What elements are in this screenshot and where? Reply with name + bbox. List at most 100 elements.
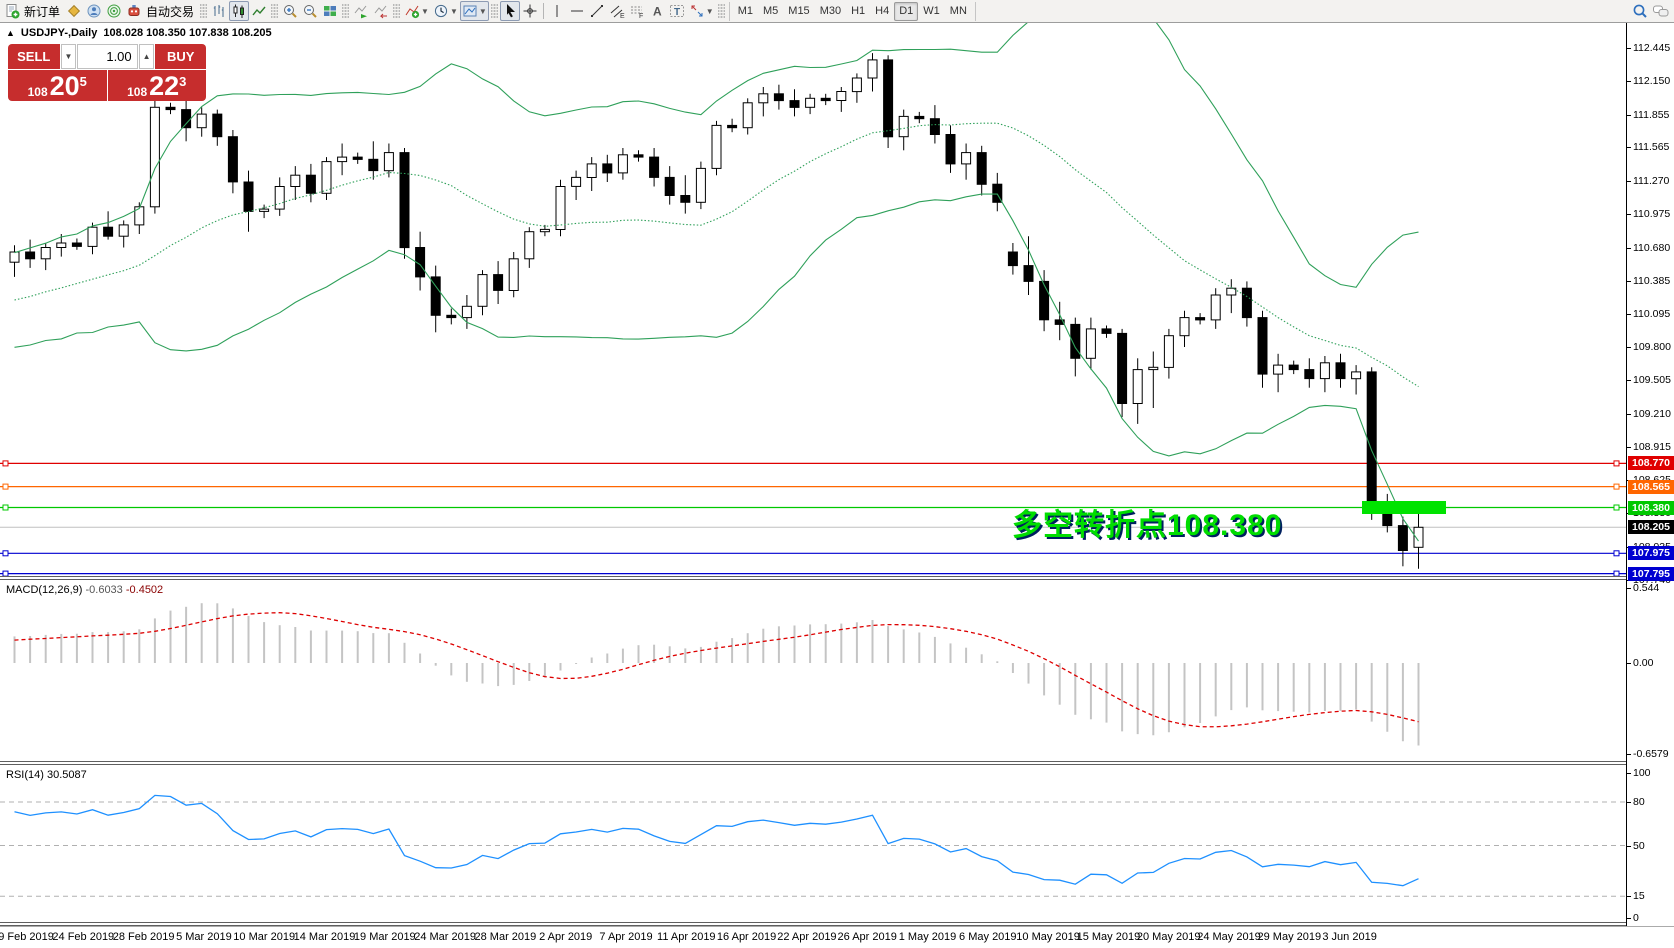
tf-button-M30[interactable]: M30 xyxy=(819,5,842,17)
candle-body xyxy=(1085,328,1096,359)
turning-point-annotation[interactable]: 多空转折点108.380 xyxy=(1012,509,1283,542)
line-handle[interactable] xyxy=(2,504,9,511)
collapse-chart-arrow-icon[interactable]: ▲ xyxy=(6,28,15,38)
auto-scroll-button[interactable] xyxy=(351,1,371,21)
candle-body xyxy=(664,176,675,196)
trendline-tool-button[interactable] xyxy=(587,1,607,21)
pane-separator[interactable] xyxy=(0,922,1674,926)
cursor-tool-button[interactable] xyxy=(499,1,520,21)
zoom-in-button[interactable] xyxy=(280,1,300,21)
tf-button-W1[interactable]: W1 xyxy=(923,5,940,17)
macd-indicator-pane[interactable] xyxy=(0,580,1626,765)
auto-trading-label[interactable]: 自动交易 xyxy=(146,4,195,19)
volume-decrease-button[interactable]: ▼ xyxy=(60,44,77,69)
candle-body xyxy=(1132,369,1143,405)
axis-tick-mark xyxy=(1627,313,1631,315)
axis-tick-mark xyxy=(1627,147,1631,149)
fibonacci-tool-button[interactable]: F xyxy=(627,1,647,21)
tf-button-M1[interactable]: M1 xyxy=(737,5,753,17)
price-tick-label: 80 xyxy=(1633,796,1645,808)
terminal-button[interactable] xyxy=(84,1,104,21)
svg-text:A: A xyxy=(653,5,662,19)
date-label: 19 Mar 2019 xyxy=(353,931,416,943)
text-tool-button[interactable]: A xyxy=(647,1,667,21)
buy-price-display[interactable]: 108 22 3 xyxy=(107,70,206,101)
periods-button[interactable]: ▼ xyxy=(431,1,460,21)
chart-shift-button[interactable] xyxy=(371,1,391,21)
candlestick-mode-button[interactable] xyxy=(229,1,250,21)
bollinger-middle-band xyxy=(14,122,1419,388)
search-icon xyxy=(1633,4,1647,18)
tf-button-D1[interactable]: D1 xyxy=(894,1,919,21)
candle-body xyxy=(1273,364,1284,375)
new-order-button[interactable] xyxy=(2,1,22,21)
equidistant-channel-tool-button[interactable]: E xyxy=(607,1,627,21)
turning-point-highlight-box[interactable] xyxy=(1362,501,1446,514)
line-handle[interactable] xyxy=(1613,504,1620,511)
candle-body xyxy=(1210,294,1221,321)
candle-body xyxy=(56,242,67,248)
volume-input[interactable]: 1.00 xyxy=(77,44,138,69)
arrows-tool-button[interactable]: ▼ xyxy=(687,1,716,21)
line-chart-mode-button[interactable] xyxy=(249,1,269,21)
price-tick-label: 108.915 xyxy=(1633,441,1671,454)
horizontal-line-tool-button[interactable] xyxy=(567,1,587,21)
line-handle[interactable] xyxy=(2,460,9,467)
line-handle[interactable] xyxy=(1613,483,1620,490)
candle-body xyxy=(742,102,753,129)
candlestick-chart-icon xyxy=(233,4,245,18)
candle-body xyxy=(524,231,535,260)
zoom-out-button[interactable] xyxy=(300,1,320,21)
tf-button-M15[interactable]: M15 xyxy=(788,5,810,17)
pane-separator[interactable] xyxy=(0,761,1674,765)
line-handle[interactable] xyxy=(1613,460,1620,467)
vertical-line-tool-button[interactable] xyxy=(547,1,567,21)
rsi-indicator-pane[interactable] xyxy=(0,765,1626,926)
strategy-tester-button[interactable] xyxy=(104,1,124,21)
candle-body xyxy=(1054,319,1065,325)
candle-body xyxy=(586,163,597,178)
tf-button-MN[interactable]: MN xyxy=(949,5,967,17)
tf-button-H4[interactable]: H4 xyxy=(875,5,890,17)
macd-name: MACD(12,26,9) xyxy=(6,584,83,596)
price-tick-label: 110.385 xyxy=(1633,274,1671,287)
vertical-line-icon xyxy=(556,5,558,17)
candle-body xyxy=(1288,364,1299,371)
date-label: 11 Apr 2019 xyxy=(657,931,716,943)
tf-button-M5[interactable]: M5 xyxy=(763,5,779,17)
candle-body xyxy=(929,118,940,135)
metaeditor-button[interactable] xyxy=(64,1,84,21)
candle-body xyxy=(961,152,972,165)
date-label: 28 Mar 2019 xyxy=(474,931,537,943)
buy-button[interactable]: BUY xyxy=(155,44,206,69)
sell-price-display[interactable]: 108 20 5 xyxy=(8,70,107,101)
line-handle[interactable] xyxy=(2,483,9,490)
axis-tick-mark xyxy=(1627,346,1631,348)
volume-increase-button[interactable]: ▲ xyxy=(138,44,155,69)
community-chat-button[interactable] xyxy=(1650,1,1672,21)
templates-button[interactable]: ▼ xyxy=(459,1,489,21)
line-handle[interactable] xyxy=(1613,550,1620,557)
main-price-chart[interactable] xyxy=(0,23,1626,580)
text-label-tool-button[interactable]: T xyxy=(667,1,687,21)
auto-trading-button[interactable] xyxy=(124,1,144,21)
indicators-button[interactable]: ▼ xyxy=(402,1,431,21)
search-button[interactable] xyxy=(1630,1,1650,21)
terminal-icon xyxy=(87,4,101,18)
clock-icon xyxy=(434,4,448,18)
sell-price-big-figure: 108 xyxy=(27,85,48,99)
price-axis[interactable]: 112.445 112.150 111.855 111.565 111.270 110.9… xyxy=(1626,23,1674,926)
tf-button-H1[interactable]: H1 xyxy=(851,5,866,17)
tile-windows-button[interactable] xyxy=(320,1,340,21)
toolbar-grip xyxy=(200,3,208,19)
pane-separator[interactable] xyxy=(0,576,1674,580)
new-order-label[interactable]: 新订单 xyxy=(24,4,61,19)
sell-button[interactable]: SELL xyxy=(8,44,60,69)
bar-chart-mode-button[interactable] xyxy=(209,1,229,21)
date-label: 24 Feb 2019 xyxy=(52,931,115,943)
candle-body xyxy=(181,109,192,129)
candle-body xyxy=(1304,369,1315,380)
crosshair-tool-button[interactable] xyxy=(520,1,540,21)
line-handle[interactable] xyxy=(2,550,9,557)
